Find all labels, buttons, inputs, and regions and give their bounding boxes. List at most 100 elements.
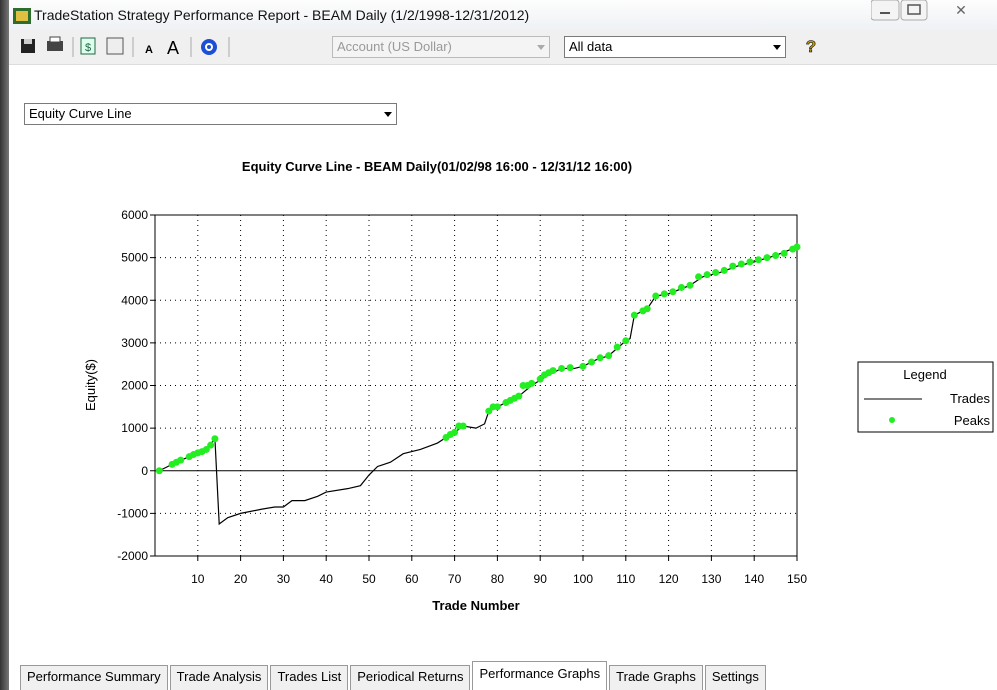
graph-selector-text: Equity Curve Line <box>29 106 132 121</box>
x-tick-label: 20 <box>234 572 248 586</box>
y-tick-label: 4000 <box>121 293 148 307</box>
tab[interactable]: Settings <box>704 665 766 690</box>
tab[interactable]: Periodical Returns <box>350 665 471 690</box>
peak-dot <box>669 288 677 296</box>
peak-dot <box>780 249 788 257</box>
app-icon <box>13 8 31 24</box>
x-tick-label: 60 <box>405 572 419 586</box>
y-tick-label: 5000 <box>121 251 148 265</box>
svg-text:✕: ✕ <box>955 2 967 18</box>
peak-dot <box>588 358 596 366</box>
account-combo[interactable]: Account (US Dollar) <box>332 36 550 58</box>
peak-dot <box>720 266 728 274</box>
tab-bar: Performance Summary Trade Analysis Trades … <box>20 661 768 690</box>
graph-selector[interactable]: Equity Curve Line <box>24 103 397 125</box>
x-tick-label: 30 <box>277 572 291 586</box>
peak-dot <box>536 375 544 383</box>
toolbar: $ A A Account (US Dollar) All data ? <box>9 30 997 65</box>
x-tick-label: 80 <box>491 572 505 586</box>
peak-dot <box>660 290 668 298</box>
x-tick-label: 90 <box>534 572 548 586</box>
account-text: Account (US Dollar) <box>337 39 452 54</box>
y-tick-label: 0 <box>141 464 148 478</box>
peak-dot <box>746 258 754 266</box>
y-tick-label: -1000 <box>117 506 148 520</box>
y-axis-label: Equity($) <box>83 359 98 411</box>
peak-dot <box>202 445 210 453</box>
tab[interactable]: Trades List <box>270 665 349 690</box>
window-controls: ✕ <box>871 0 967 21</box>
legend-title: Legend <box>903 367 946 382</box>
peak-dot <box>677 283 685 291</box>
x-tick-label: 120 <box>659 572 679 586</box>
y-tick-label: 2000 <box>121 379 148 393</box>
x-tick-label: 140 <box>744 572 764 586</box>
y-tick-label: 3000 <box>121 336 148 350</box>
background-strip <box>0 0 9 690</box>
y-tick-label: 6000 <box>121 208 148 222</box>
legend-swatch <box>889 417 895 423</box>
peak-dot <box>686 281 694 289</box>
window-title: TradeStation Strategy Performance Report… <box>34 7 530 23</box>
peak-dot <box>566 364 574 372</box>
x-tick-label: 50 <box>362 572 376 586</box>
x-axis-label: Trade Number <box>432 598 519 613</box>
peak-dot <box>485 407 493 415</box>
peak-dot <box>605 352 613 360</box>
peak-dot <box>695 273 703 281</box>
toolbar-icons: $ A A <box>21 36 230 58</box>
legend-box <box>857 361 994 433</box>
x-tick-label: 70 <box>448 572 462 586</box>
peak-dot <box>579 362 587 370</box>
y-tick-label: 1000 <box>121 421 148 435</box>
peak-dot <box>652 292 660 300</box>
tab[interactable]: Trade Graphs <box>609 665 703 690</box>
peak-dot <box>737 260 745 268</box>
tab[interactable]: Trade Analysis <box>169 665 269 690</box>
chart: Equity Curve Line - BEAM Daily(01/02/98 … <box>83 159 994 613</box>
svg-text:$: $ <box>85 42 91 54</box>
tab[interactable]: Performance Summary <box>20 665 168 690</box>
x-tick-label: 130 <box>701 572 721 586</box>
peak-dot <box>763 254 771 262</box>
peak-dot <box>451 428 459 436</box>
peak-dot <box>729 262 737 270</box>
x-tick-label: 100 <box>573 572 593 586</box>
x-tick-label: 10 <box>191 572 205 586</box>
y-tick-label: -2000 <box>117 549 148 563</box>
svg-text:A: A <box>145 44 153 56</box>
legend-label: Peaks <box>954 413 991 428</box>
peak-dot <box>558 364 566 372</box>
peak-dot <box>459 422 467 430</box>
x-tick-label: 110 <box>616 572 635 586</box>
peak-dot <box>515 392 523 400</box>
legend-label: Trades <box>950 391 990 406</box>
peak-dot <box>596 354 604 362</box>
peak-dot <box>211 435 219 443</box>
title-bar: ✕ <box>9 0 997 30</box>
peak-dot <box>493 403 501 411</box>
svg-text:A: A <box>167 38 179 58</box>
peak-dot <box>528 379 536 387</box>
tab[interactable]: Performance Graphs <box>472 661 608 690</box>
peak-dot <box>630 311 638 319</box>
plot-frame <box>154 214 798 557</box>
peak-dot <box>712 269 720 277</box>
peak-dot <box>549 367 557 375</box>
x-tick-label: 40 <box>320 572 334 586</box>
svg-text:?: ? <box>806 37 816 56</box>
peak-dot <box>613 343 621 351</box>
chart-title: Equity Curve Line - BEAM Daily(01/02/98 … <box>242 159 632 174</box>
peak-dot <box>177 456 185 464</box>
peak-dot <box>643 305 651 313</box>
range-text: All data <box>569 39 613 54</box>
peak-dot <box>622 337 630 345</box>
peak-dot <box>754 256 762 264</box>
peak-dot <box>155 467 163 475</box>
peak-dot <box>793 243 801 251</box>
peak-dot <box>772 251 780 259</box>
help-icon[interactable]: ? <box>801 35 821 59</box>
range-combo[interactable]: All data <box>564 36 786 58</box>
peak-dot <box>703 271 711 279</box>
